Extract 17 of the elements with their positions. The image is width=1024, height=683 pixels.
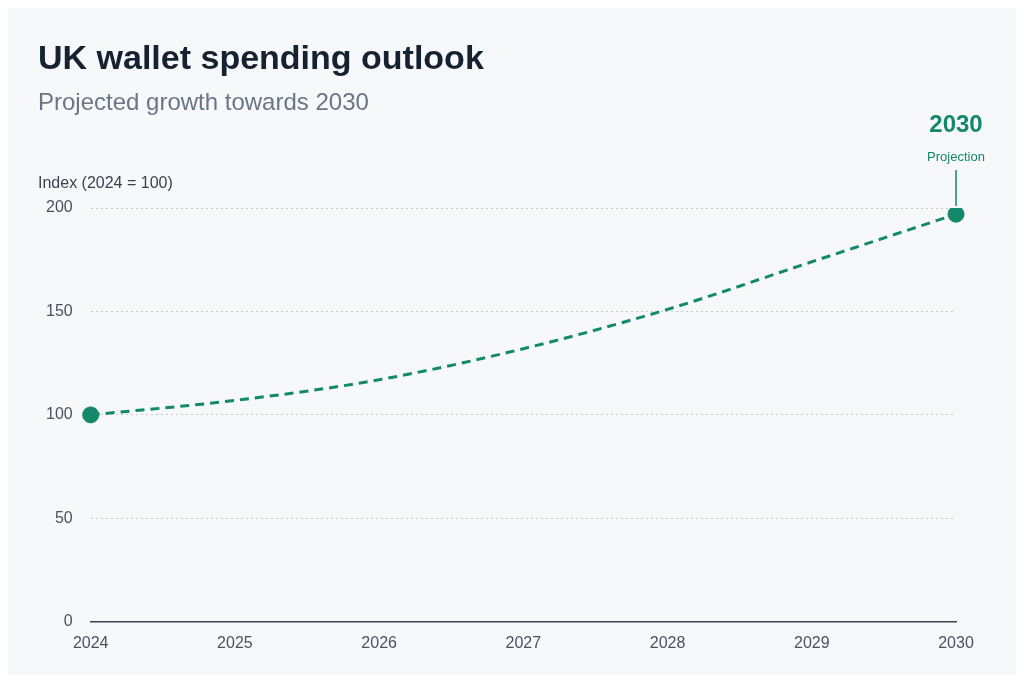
x-tick-label: 2024 bbox=[72, 633, 109, 651]
y-tick-label: 50 bbox=[54, 508, 73, 526]
y-axis-title: Index (2024 = 100) bbox=[38, 174, 173, 192]
x-tick-label: 2030 bbox=[938, 633, 974, 651]
y-tick-label: 150 bbox=[45, 301, 73, 319]
text: Projection bbox=[927, 149, 985, 165]
y-tick-label: 0 bbox=[63, 612, 73, 630]
x-tick-label: 2025 bbox=[217, 633, 253, 651]
x-tick-label: 2029 bbox=[793, 633, 830, 651]
y-tick-label: 200 bbox=[45, 198, 73, 216]
chart-subtitle: Projected growth towards 2030 bbox=[38, 88, 369, 116]
x-tick-label: 2028 bbox=[649, 633, 686, 651]
chart-title: UK wallet spending outlook bbox=[38, 38, 484, 77]
y-tick-label: 100 bbox=[45, 405, 73, 423]
x-tick-label: 2027 bbox=[505, 633, 542, 651]
x-tick-label: 2026 bbox=[361, 633, 398, 651]
text: 2030 bbox=[929, 109, 983, 137]
